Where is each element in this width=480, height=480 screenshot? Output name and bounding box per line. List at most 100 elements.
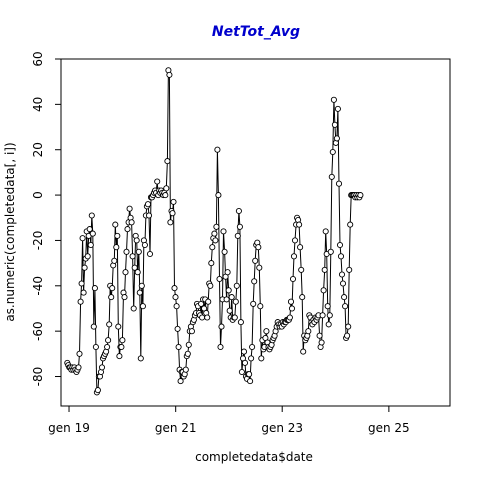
- data-point: [90, 323, 97, 330]
- data-point: [122, 269, 129, 276]
- data-point: [345, 323, 352, 330]
- data-point: [131, 264, 138, 271]
- data-point: [240, 348, 248, 355]
- data-point: [357, 192, 364, 199]
- data-point: [121, 294, 128, 301]
- chart-title: NetTot_Avg: [212, 24, 300, 40]
- data-point: [173, 303, 180, 310]
- data-point: [320, 287, 327, 294]
- data-point: [177, 378, 184, 385]
- data-point: [164, 158, 171, 165]
- x-tick-label: gen 25: [368, 421, 410, 435]
- data-point: [226, 307, 233, 314]
- data-point: [328, 173, 335, 180]
- y-tick-label: -60: [31, 321, 45, 341]
- data-point: [205, 298, 212, 305]
- data-point: [170, 198, 177, 205]
- data-point: [123, 248, 130, 255]
- data-point: [338, 271, 346, 278]
- data-point: [288, 305, 296, 312]
- data-point: [129, 253, 136, 260]
- data-point: [228, 294, 235, 301]
- data-points: [64, 67, 364, 396]
- data-point: [299, 294, 306, 301]
- y-tick-label: -20: [31, 231, 45, 251]
- data-point: [324, 303, 331, 310]
- data-point: [77, 298, 84, 305]
- data-point: [163, 185, 170, 192]
- data-point: [325, 321, 332, 328]
- data-point: [286, 314, 293, 321]
- data-point: [218, 323, 225, 330]
- data-point: [138, 282, 145, 289]
- y-tick-label: 40: [31, 97, 45, 112]
- data-point: [87, 241, 94, 249]
- data-point: [217, 343, 224, 351]
- data-point: [171, 285, 178, 292]
- data-point: [111, 257, 118, 264]
- data-point: [248, 355, 255, 362]
- data-point: [172, 294, 179, 301]
- data-point: [105, 337, 112, 344]
- data-point: [108, 294, 115, 301]
- data-point: [86, 226, 93, 233]
- data-point: [128, 219, 135, 226]
- data-point: [289, 275, 297, 283]
- data-point: [223, 296, 230, 303]
- data-point: [106, 321, 113, 328]
- data-point: [296, 221, 303, 228]
- data-point: [224, 269, 231, 276]
- data-point: [169, 210, 176, 217]
- data-point: [250, 300, 257, 307]
- data-point: [290, 253, 298, 260]
- data-point: [322, 228, 329, 235]
- data-point: [175, 343, 182, 351]
- data-point: [204, 314, 211, 321]
- data-point: [211, 230, 218, 237]
- data-point: [109, 285, 116, 292]
- data-point: [84, 253, 91, 260]
- data-point: [341, 294, 348, 301]
- data-point: [298, 266, 305, 273]
- data-point: [119, 337, 126, 344]
- data-point: [337, 253, 345, 260]
- data-point: [188, 328, 195, 335]
- data-point: [232, 298, 239, 305]
- data-point: [79, 235, 86, 242]
- data-point: [78, 280, 85, 287]
- data-point: [154, 178, 161, 185]
- y-tick-label: 60: [31, 51, 45, 66]
- data-point: [81, 264, 88, 271]
- data-point: [346, 266, 353, 273]
- data-point: [162, 192, 169, 199]
- y-axis-label: as.numeric(completedata[, i]): [3, 142, 17, 321]
- data-point: [145, 212, 153, 219]
- data-point: [247, 378, 254, 385]
- data-point: [305, 328, 312, 335]
- data-point: [335, 180, 343, 187]
- data-point: [89, 230, 96, 237]
- data-point: [246, 371, 253, 378]
- data-point: [92, 343, 99, 351]
- x-axis-label: completedata$date: [195, 450, 313, 464]
- data-point: [80, 289, 87, 296]
- data-point: [91, 285, 98, 292]
- data-point: [166, 71, 173, 78]
- data-point: [330, 96, 337, 103]
- data-point: [215, 192, 222, 199]
- plot-frame: [60, 58, 451, 407]
- data-point: [114, 232, 121, 239]
- data-point: [185, 341, 192, 348]
- data-point: [139, 303, 146, 310]
- data-point: [88, 212, 95, 219]
- data-point: [130, 305, 137, 312]
- data-point: [216, 275, 223, 283]
- data-point: [237, 319, 244, 326]
- data-point: [76, 350, 83, 357]
- data-point: [342, 303, 349, 310]
- data-point: [220, 228, 227, 235]
- data-point: [251, 278, 258, 285]
- data-point: [339, 280, 347, 287]
- data-point: [113, 244, 120, 251]
- y-tick-label: -80: [31, 367, 45, 387]
